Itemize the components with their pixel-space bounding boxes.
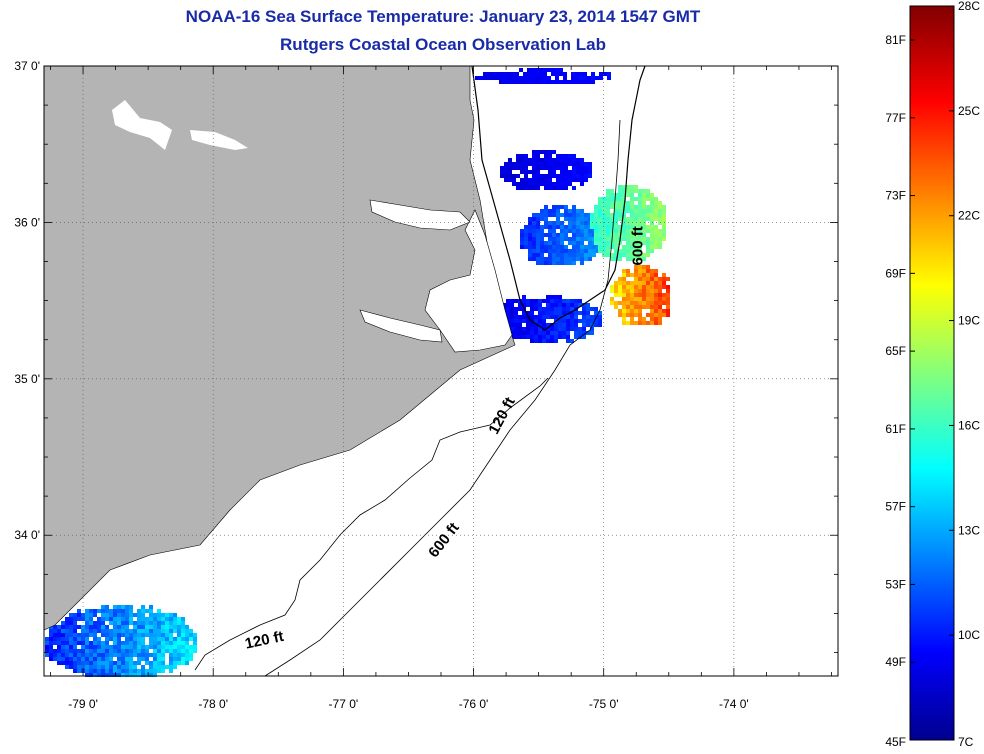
colorbar-fahrenheit-label-8: 49F bbox=[885, 655, 906, 669]
contour-label-0: 600 ft bbox=[630, 226, 647, 265]
colorbar-fahrenheit-label-3: 69F bbox=[885, 266, 906, 280]
neuse-river bbox=[359, 309, 443, 343]
colorbar-celsius-label-6: 10C bbox=[958, 628, 980, 642]
lon-tick-label-0: -79 0' bbox=[68, 697, 98, 711]
colorbar-fahrenheit-label-2: 73F bbox=[885, 189, 906, 203]
lon-tick-label-2: -77 0' bbox=[329, 697, 359, 711]
colorbar-fahrenheit-label-0: 81F bbox=[885, 33, 906, 47]
colorbar-fahrenheit-label-9: 45F bbox=[885, 735, 906, 749]
sst-pixels bbox=[45, 68, 670, 677]
colorbar-fahrenheit-label-6: 57F bbox=[885, 500, 906, 514]
colorbar-celsius-label-7: 7C bbox=[958, 735, 974, 749]
contour-120ft bbox=[194, 377, 549, 671]
pamlico-sound bbox=[424, 209, 513, 353]
figure-subtitle: Rutgers Coastal Ocean Observation Lab bbox=[280, 35, 606, 54]
colorbar-celsius-label-5: 13C bbox=[958, 523, 980, 537]
colorbar-celsius-label-2: 22C bbox=[958, 209, 980, 223]
inland-lake bbox=[112, 100, 172, 150]
lon-tick-label-1: -78 0' bbox=[198, 697, 228, 711]
lat-tick-label-3: 34 0' bbox=[14, 528, 40, 542]
colorbar-gradient bbox=[909, 5, 955, 741]
axis-ticks: -79 0' -78 0' -77 0' -76 0' -75 0' -74 0' 37 0… bbox=[14, 59, 838, 711]
colorbar-celsius-label-0: 28C bbox=[958, 0, 980, 13]
lat-tick-label-2: 35 0' bbox=[14, 372, 40, 386]
colorbar-celsius-label-4: 16C bbox=[958, 418, 980, 432]
figure-title: NOAA-16 Sea Surface Temperature: January… bbox=[185, 7, 701, 26]
lat-tick-label-0: 37 0' bbox=[14, 59, 40, 73]
lat-tick-label-1: 36 0' bbox=[14, 215, 40, 229]
outer-banks bbox=[471, 65, 646, 331]
colorbar-celsius-label-1: 25C bbox=[958, 104, 980, 118]
colorbar-fahrenheit-label-1: 77F bbox=[885, 111, 906, 125]
colorbar-fahrenheit-label-5: 61F bbox=[885, 422, 906, 436]
lon-tick-label-4: -75 0' bbox=[589, 697, 619, 711]
colorbar-labels: 28C 25C 22C 19C 16C 13C 10C 7C 81F 77F 73F 69F 65F 61… bbox=[885, 0, 980, 749]
colorbar-fahrenheit-label-4: 65F bbox=[885, 344, 906, 358]
colorbar-celsius-label-3: 19C bbox=[958, 314, 980, 328]
lon-tick-label-5: -74 0' bbox=[719, 697, 749, 711]
inland-lake-2 bbox=[190, 130, 248, 150]
contour-600ft bbox=[264, 119, 621, 677]
colorbar-fahrenheit-label-7: 53F bbox=[885, 577, 906, 591]
lon-tick-label-3: -76 0' bbox=[459, 697, 489, 711]
albemarle-sound bbox=[369, 199, 471, 231]
